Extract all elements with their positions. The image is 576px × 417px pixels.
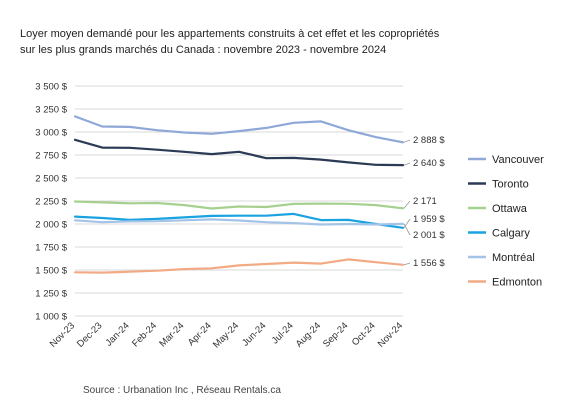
y-tick-label: 2 750 $ (35, 151, 67, 162)
x-tick-label: May-24 (211, 320, 241, 350)
end-value-label: 1 959 $ (413, 214, 445, 225)
y-tick-label: 3 000 $ (35, 128, 67, 139)
x-tick-label: Apr-24 (186, 320, 214, 348)
x-tick-label: Dec-23 (75, 320, 104, 349)
legend-label: Montréal (492, 252, 535, 264)
legend-label: Calgary (492, 228, 530, 240)
legend-label: Edmonton (492, 277, 542, 289)
legend-label: Vancouver (492, 154, 544, 166)
end-label-leader (403, 200, 411, 209)
x-tick-label: Oct-24 (350, 320, 378, 348)
x-tick-label: Jul-24 (270, 320, 296, 346)
end-label-leader (403, 262, 411, 266)
chart-title-line-1: Loyer moyen demandé pour les appartement… (20, 28, 440, 40)
y-tick-label: 2 250 $ (35, 197, 67, 208)
end-value-label: 2 171 (413, 196, 437, 207)
source-note: Source : Urbanation Inc , Réseau Rentals… (83, 385, 281, 396)
x-tick-label: Nov-23 (48, 320, 77, 349)
series-line-ottawa (73, 200, 405, 210)
x-tick-label: Aug-24 (294, 320, 323, 349)
chart-title-line-2: sur les plus grands marchés du Canada : … (20, 44, 387, 56)
series-line-vancouver (73, 115, 405, 144)
chart-title: Loyer moyen demandé pour les appartement… (20, 26, 560, 58)
y-tick-label: 2 500 $ (35, 174, 67, 185)
series-line-toronto (73, 138, 405, 167)
x-tick-label: Jan-24 (103, 320, 131, 348)
end-value-label: 2 001 $ (413, 230, 445, 241)
legend-label: Ottawa (492, 203, 528, 215)
end-label-leader (403, 139, 411, 143)
end-label-leader (403, 223, 411, 236)
x-tick-label: Nov-24 (376, 320, 405, 349)
y-tick-label: 1 000 $ (35, 312, 67, 323)
series-line-edmonton (73, 258, 405, 274)
end-label-leader (403, 218, 411, 228)
y-tick-label: 2 000 $ (35, 220, 67, 231)
y-tick-label: 1 250 $ (35, 289, 67, 300)
legend-label: Toronto (492, 179, 529, 191)
x-tick-label: Sep-24 (321, 320, 350, 349)
end-label-leader (403, 162, 411, 166)
y-tick-label: 1 500 $ (35, 266, 67, 277)
y-tick-label: 3 500 $ (35, 82, 67, 93)
end-value-label: 2 640 $ (413, 158, 445, 169)
series-line-calgary (73, 212, 405, 229)
end-value-label: 1 556 $ (413, 258, 445, 269)
x-tick-label: Mar-24 (157, 320, 186, 349)
x-tick-label: Feb-24 (130, 320, 159, 349)
y-tick-label: 3 250 $ (35, 105, 67, 116)
end-value-label: 2 888 $ (413, 135, 445, 146)
y-tick-label: 1 750 $ (35, 243, 67, 254)
series-line-montréal (73, 218, 405, 226)
x-tick-label: Jun-24 (240, 320, 268, 348)
